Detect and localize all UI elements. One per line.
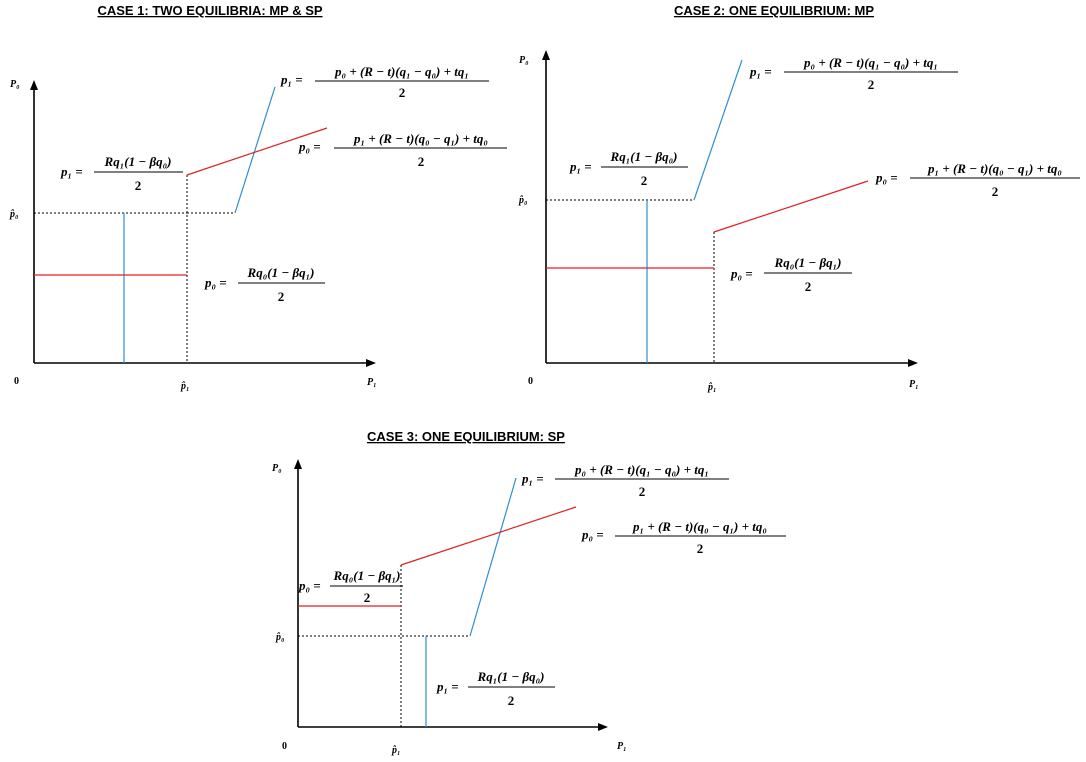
svg-text:2: 2 [364,590,371,605]
case1-red-reaction [186,127,328,176]
svg-text:p₀ + (R − t)(q₁ − q₀) + tq₁: p₀ + (R − t)(q₁ − q₀) + tq₁ [574,462,709,477]
svg-text:Rq₁(1 − βq₀): Rq₁(1 − βq₀) [477,669,545,684]
case1-formula-p1-reaction: p₁ = p₀ + (R − t)(q₁ − q₀) + tq₁ 2 [280,64,489,100]
case2-y-label: P₀ [519,55,529,66]
case3-formula-p1-mono: p₁ = Rq₁(1 − βq₀) 2 [436,669,555,708]
case3-x-arrow [598,723,608,731]
case3-y-label: P₀ [272,463,282,474]
case1-origin: 0 [14,376,19,387]
case3-blue-reaction [469,477,517,637]
case1-formula-p0-mono: p₀ = Rq₀(1 − βq₁) 2 [204,265,325,304]
case2-p1hat: p̂₁ [707,382,717,393]
svg-text:p₁ =: p₁ = [60,164,83,179]
svg-text:2: 2 [805,279,812,294]
case2-formula-p0-reaction: p₀ = p₁ + (R − t)(q₀ − q₁) + tq₀ 2 [875,161,1080,199]
case1-y-label: P₀ [10,79,20,90]
case1-x-arrow [366,359,376,367]
case1-formula-p1-mono: p₁ = Rq₁(1 − βq₀) 2 [60,154,183,193]
case2-formula-p1-reaction: p₁ = p₀ + (R − t)(q₁ − q₀) + tq₁ 2 [749,55,958,92]
svg-text:p₁ =: p₁ = [436,679,459,694]
case2-p0hat: p̂₀ [518,195,528,206]
svg-text:p₀ =: p₀ = [730,266,753,281]
case2-origin: 0 [528,376,533,387]
svg-text:Rq₀(1 − βq₁): Rq₀(1 − βq₁) [333,568,401,583]
svg-text:p₁ =: p₁ = [749,64,772,79]
svg-text:2: 2 [399,85,406,100]
svg-text:p₀ =: p₀ = [875,170,898,185]
case1-diagram: P₀ P₁ 0 p̂₀ p̂₁ p₁ = p₀ + (R − t)(q₁ − q… [9,64,507,392]
case3-y-arrow [294,459,302,469]
svg-text:2: 2 [135,178,142,193]
svg-text:p₀ + (R − t)(q₁ − q₀) + tq₁: p₀ + (R − t)(q₁ − q₀) + tq₁ [334,64,469,79]
case3-formula-p0-reaction: p₀ = p₁ + (R − t)(q₀ − q₁) + tq₀ 2 [581,519,786,556]
case2-x-label: P₁ [909,379,919,390]
svg-text:p₀ =: p₀ = [298,139,321,154]
case3-title: CASE 3: ONE EQUILIBRIUM: SP [367,429,565,444]
svg-text:2: 2 [641,173,648,188]
svg-text:2: 2 [508,693,515,708]
case3-red-reaction [400,506,577,566]
svg-text:Rq₀(1 − βq₁): Rq₀(1 − βq₁) [247,265,315,280]
case1-x-label: P₁ [367,377,377,388]
svg-text:p₀ + (R − t)(q₁ − q₀) + tq₁: p₀ + (R − t)(q₁ − q₀) + tq₁ [803,55,938,70]
case3-p0hat: p̂₀ [275,632,285,643]
svg-text:2: 2 [278,289,285,304]
case2-x-arrow [908,359,918,367]
svg-text:p₀ =: p₀ = [298,578,321,593]
case1-formula-p0-reaction: p₀ = p₁ + (R − t)(q₀ − q₁) + tq₀ 2 [298,131,507,169]
case2-diagram: P₀ P₁ 0 p̂₀ p̂₁ p₁ = p₀ + (R − t)(q₁ − q… [518,50,1080,393]
svg-text:2: 2 [418,154,425,169]
svg-text:Rq₀(1 − βq₁): Rq₀(1 − βq₁) [774,255,842,270]
svg-text:Rq₁(1 − βq₀): Rq₁(1 − βq₀) [104,154,172,169]
case1-y-arrow [30,80,38,90]
case2-formula-p1-mono: p₁ = Rq₁(1 − βq₀) 2 [569,149,688,188]
case1-p1hat: p̂₁ [180,381,190,392]
case1-title: CASE 1: TWO EQUILIBRIA: MP & SP [97,3,322,18]
case3-diagram: P₀ P₁ 0 p̂₀ p̂₁ p₁ = p₀ + (R − t)(q₁ − q… [272,459,786,756]
case3-formula-p0-mono: p₀ = Rq₀(1 − βq₁) 2 [298,568,403,605]
case3-x-label: P₁ [617,741,627,752]
svg-text:p₀ =: p₀ = [204,275,227,290]
svg-text:2: 2 [992,184,999,199]
case2-blue-reaction [693,59,743,201]
case3-p1hat: p̂₁ [391,745,401,756]
svg-text:p₁ =: p₁ = [569,159,592,174]
svg-text:p₁ + (R − t)(q₀ − q₁) + tq₀: p₁ + (R − t)(q₀ − q₁) + tq₀ [927,161,1062,176]
svg-text:p₁ =: p₁ = [521,471,544,486]
svg-text:2: 2 [868,77,875,92]
case3-origin: 0 [282,741,287,752]
svg-text:p₀ =: p₀ = [581,527,604,542]
case2-formula-p0-mono: p₀ = Rq₀(1 − βq₁) 2 [730,255,852,294]
case1-p0hat: p̂₀ [9,209,19,220]
case2-red-reaction [713,180,869,233]
case2-title: CASE 2: ONE EQUILIBRIUM: MP [674,3,874,18]
case3-formula-p1-reaction: p₁ = p₀ + (R − t)(q₁ − q₀) + tq₁ 2 [521,462,729,499]
svg-text:2: 2 [639,484,646,499]
svg-text:p₁ =: p₁ = [280,72,303,87]
case1-blue-reaction [234,86,276,214]
svg-text:p₁ + (R − t)(q₀ − q₁) + tq₀: p₁ + (R − t)(q₀ − q₁) + tq₀ [632,519,767,534]
svg-text:2: 2 [697,541,704,556]
svg-text:Rq₁(1 − βq₀): Rq₁(1 − βq₀) [610,149,678,164]
case2-y-arrow [542,50,550,60]
svg-text:p₁ + (R − t)(q₀ − q₁) + tq₀: p₁ + (R − t)(q₀ − q₁) + tq₀ [353,131,488,146]
